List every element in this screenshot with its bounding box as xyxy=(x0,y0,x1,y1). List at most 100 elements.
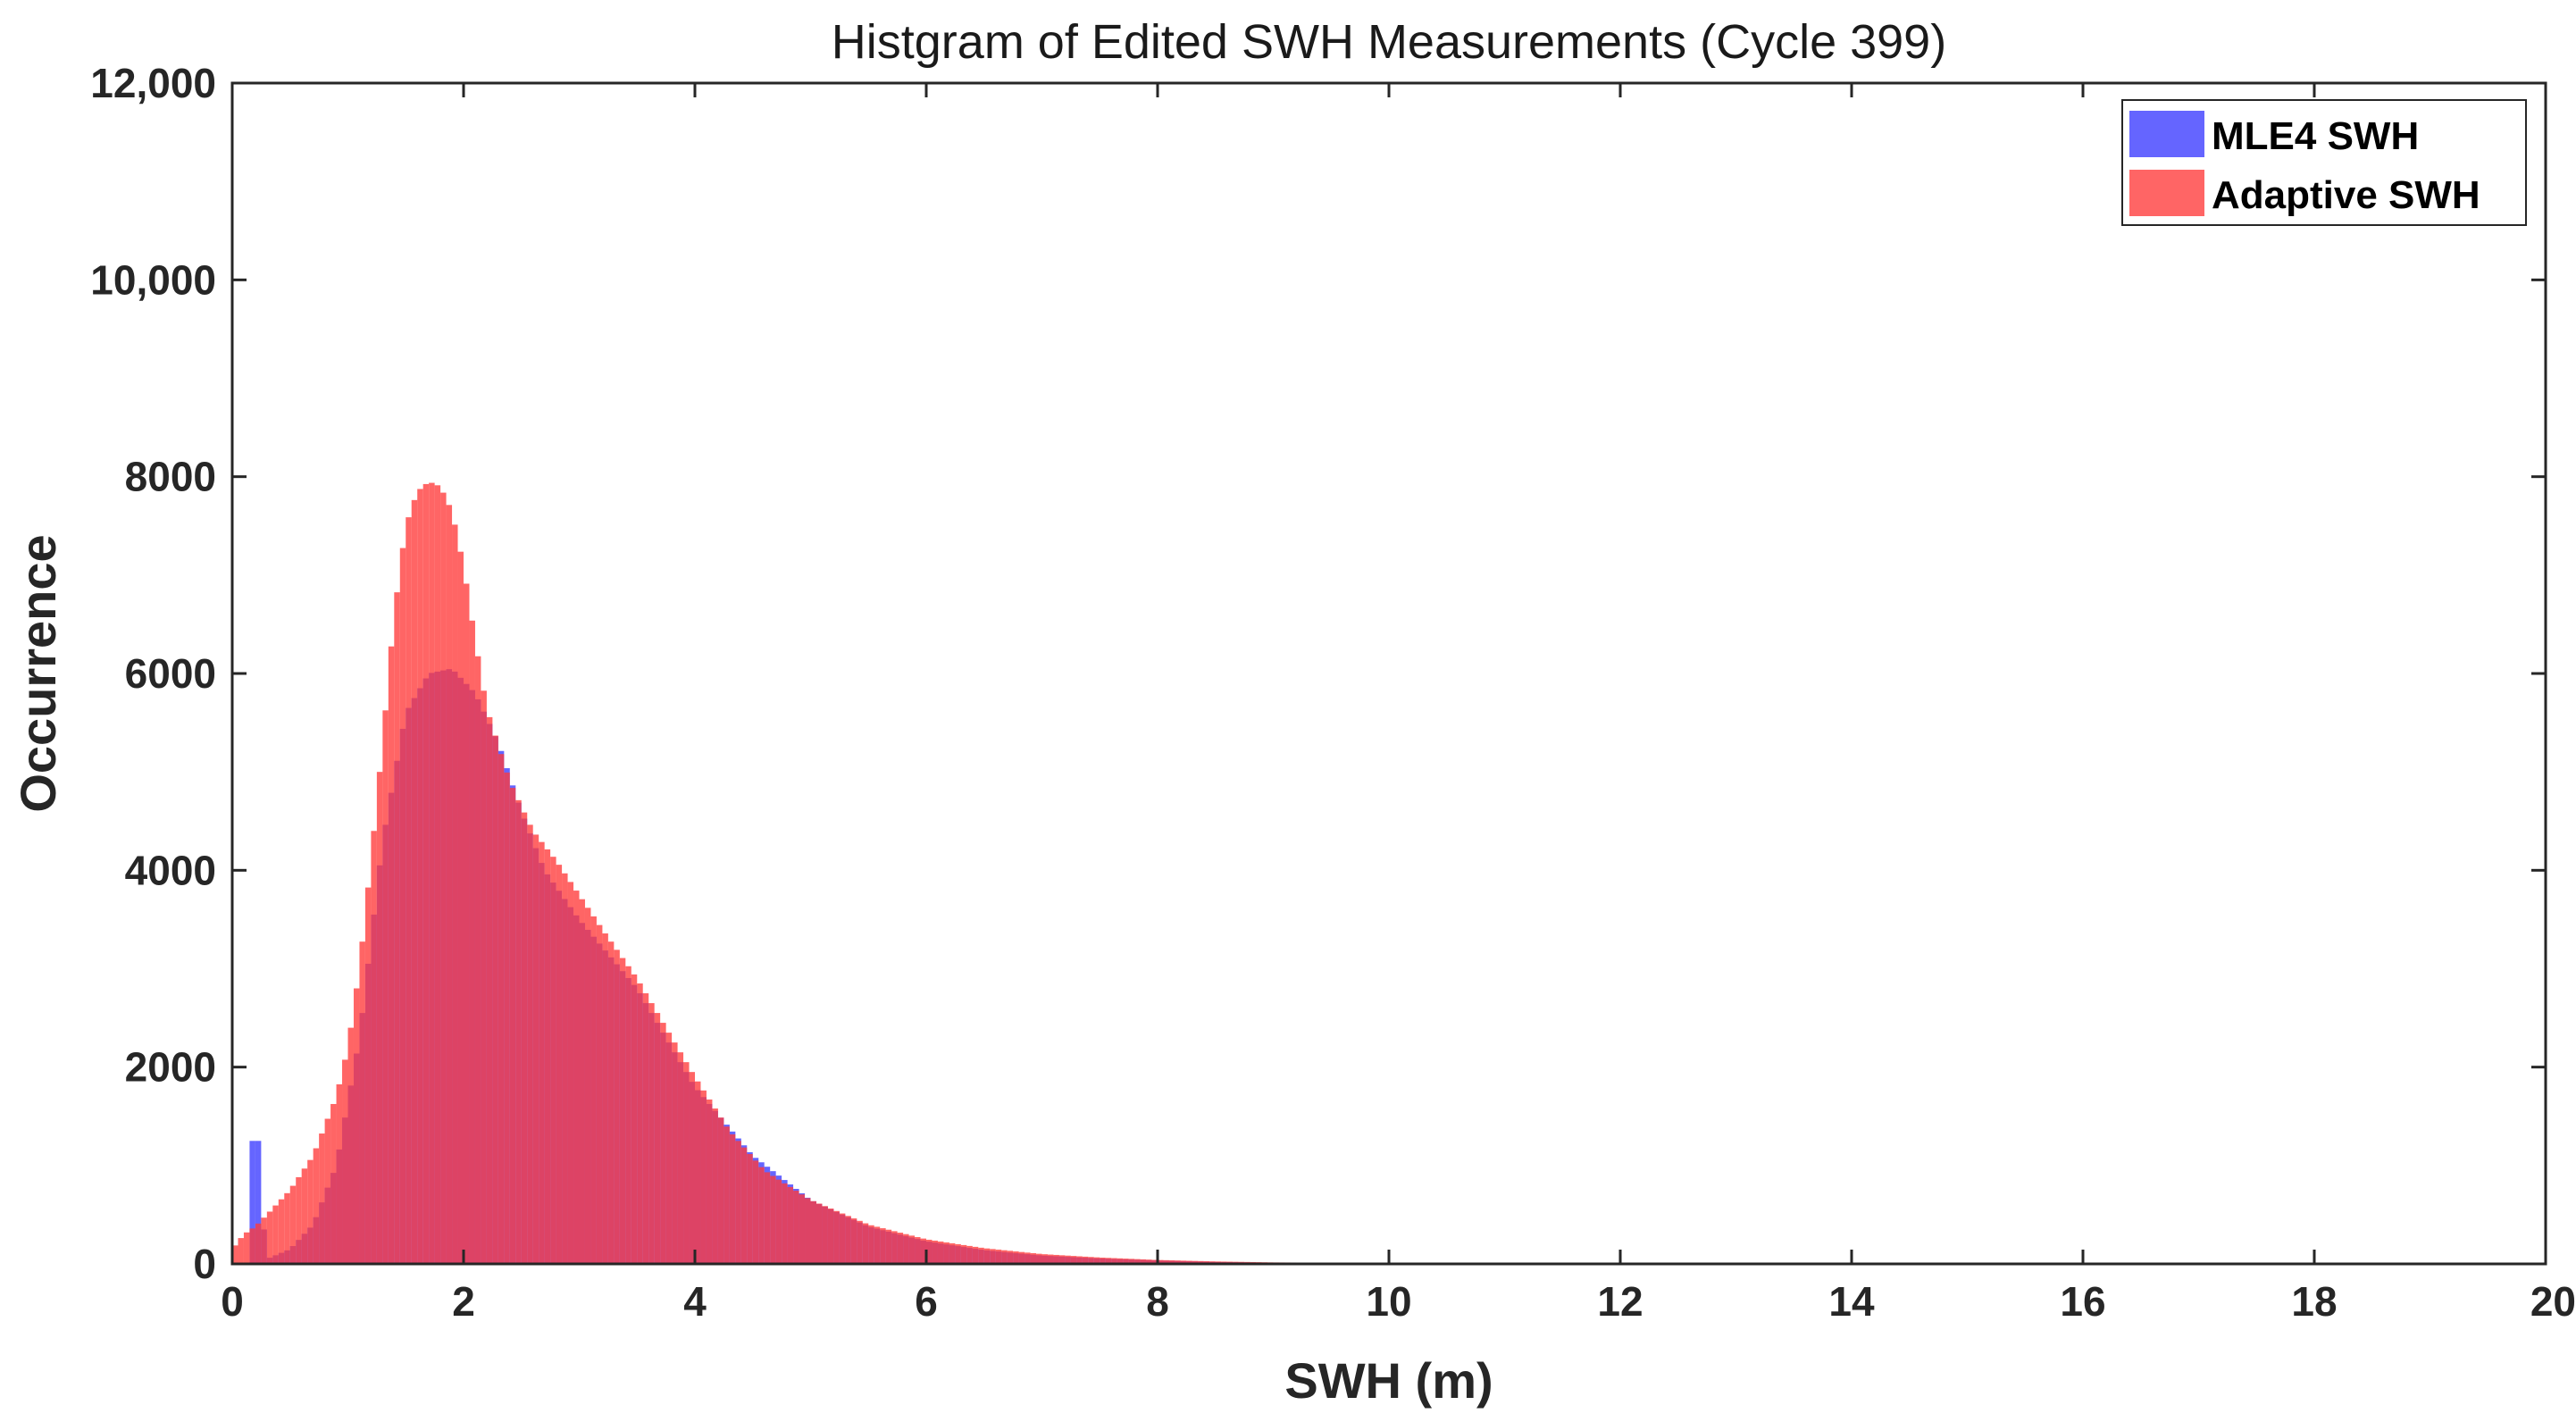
histogram-bar xyxy=(857,1220,863,1264)
histogram-bar xyxy=(539,841,545,1264)
histogram-bar xyxy=(897,1233,904,1264)
histogram-bar xyxy=(376,772,383,1264)
histogram-bar xyxy=(932,1240,938,1264)
histogram-bar xyxy=(695,1081,701,1264)
histogram-bar xyxy=(1151,1259,1158,1264)
histogram-bar xyxy=(446,505,453,1264)
histogram-bar xyxy=(498,754,505,1264)
y-tick-label: 10,000 xyxy=(90,256,216,303)
histogram-bar xyxy=(827,1209,834,1264)
histogram-bar xyxy=(1030,1252,1037,1264)
histogram-bar xyxy=(521,812,528,1264)
histogram-bar xyxy=(920,1238,926,1264)
histogram-bar xyxy=(845,1216,851,1264)
histogram-bar xyxy=(793,1191,799,1264)
histogram-bar xyxy=(602,933,608,1264)
histogram-bar xyxy=(868,1225,874,1264)
legend-label-mle4: MLE4 SWH xyxy=(2212,114,2419,158)
histogram-bar xyxy=(782,1183,788,1264)
x-tick-label: 18 xyxy=(2291,1278,2337,1325)
histogram-bar xyxy=(850,1218,857,1264)
histogram-bar xyxy=(874,1226,881,1264)
histogram-bar xyxy=(1111,1258,1117,1264)
histogram-bar xyxy=(562,873,568,1264)
histogram-bar xyxy=(1093,1257,1100,1264)
histogram-bar xyxy=(966,1245,973,1264)
histogram-bar xyxy=(614,949,620,1264)
histogram-bar xyxy=(815,1203,823,1264)
histogram-bar xyxy=(579,899,585,1264)
x-tick-label: 16 xyxy=(2060,1278,2105,1325)
histogram-bar xyxy=(1058,1255,1066,1264)
histogram-bar xyxy=(717,1117,724,1264)
histogram-bar xyxy=(411,499,418,1264)
histogram-bar xyxy=(1163,1259,1169,1264)
histogram-bar xyxy=(509,788,516,1264)
histogram-bar xyxy=(880,1228,886,1264)
x-axis-label: SWH (m) xyxy=(1284,1352,1493,1409)
histogram-bar xyxy=(284,1192,290,1264)
histogram-bar xyxy=(810,1200,816,1264)
histogram-bar xyxy=(452,524,458,1264)
histogram-bar xyxy=(440,492,447,1264)
x-tick-label: 20 xyxy=(2530,1278,2576,1325)
histogram-bar xyxy=(550,857,556,1264)
histogram-bar xyxy=(729,1133,736,1264)
histogram-bar xyxy=(232,1245,238,1264)
histogram-bar xyxy=(330,1103,337,1264)
x-tick-label: 14 xyxy=(1828,1278,1875,1325)
histogram-bar xyxy=(839,1213,846,1264)
legend-swatch-mle4 xyxy=(2129,111,2204,157)
histogram-bar xyxy=(249,1141,255,1264)
histogram-bar xyxy=(278,1199,285,1264)
histogram-bar xyxy=(527,824,533,1264)
histogram-bar xyxy=(625,966,631,1264)
y-tick-label: 2000 xyxy=(125,1044,216,1091)
histogram-bar xyxy=(700,1090,707,1264)
histogram-bar xyxy=(301,1168,308,1264)
legend-label-adaptive: Adaptive SWH xyxy=(2212,173,2480,217)
histogram-bar xyxy=(1158,1259,1164,1264)
histogram-bar xyxy=(486,716,493,1264)
histogram-bar xyxy=(937,1241,944,1264)
histogram-bar xyxy=(422,483,430,1264)
histogram-bar xyxy=(995,1250,1002,1264)
histogram-bar xyxy=(712,1108,718,1264)
histogram-bar xyxy=(590,916,597,1264)
histogram-bar xyxy=(752,1160,759,1264)
histogram-bar xyxy=(406,517,412,1264)
histogram-bar xyxy=(833,1210,840,1264)
histogram-bar xyxy=(1186,1260,1192,1264)
histogram-bar xyxy=(567,882,574,1264)
histogram-bar xyxy=(689,1072,695,1264)
histogram-bar xyxy=(943,1242,949,1264)
histogram-bar xyxy=(359,941,365,1264)
histogram-bar xyxy=(775,1179,782,1264)
histogram-bar xyxy=(758,1167,765,1264)
y-tick-label: 8000 xyxy=(125,454,216,500)
histogram-bar xyxy=(464,583,470,1264)
chart-title: Histgram of Edited SWH Measurements (Cyc… xyxy=(832,15,1946,69)
histogram-bar xyxy=(1180,1260,1187,1264)
histogram-bar xyxy=(544,849,551,1264)
histogram-bar xyxy=(990,1249,996,1264)
histogram-bar xyxy=(319,1133,325,1264)
histogram-bar xyxy=(1175,1260,1181,1264)
histogram-bar xyxy=(915,1236,921,1264)
histogram-bar xyxy=(787,1186,794,1264)
histogram-bar xyxy=(347,1027,354,1264)
histogram-bar xyxy=(255,1223,262,1264)
histogram-bar xyxy=(1025,1252,1031,1264)
histogram-bar xyxy=(336,1083,343,1264)
histogram-bar xyxy=(532,834,539,1264)
histogram-bar xyxy=(1065,1255,1071,1264)
histogram-bar xyxy=(353,988,360,1264)
histogram-bar xyxy=(672,1042,678,1265)
histogram-bar xyxy=(983,1248,991,1264)
histogram-bar xyxy=(1105,1258,1112,1264)
histogram-bar xyxy=(382,710,389,1264)
histogram-bar xyxy=(371,831,377,1264)
x-tick-label: 4 xyxy=(683,1278,707,1325)
histogram-bar xyxy=(289,1185,297,1264)
